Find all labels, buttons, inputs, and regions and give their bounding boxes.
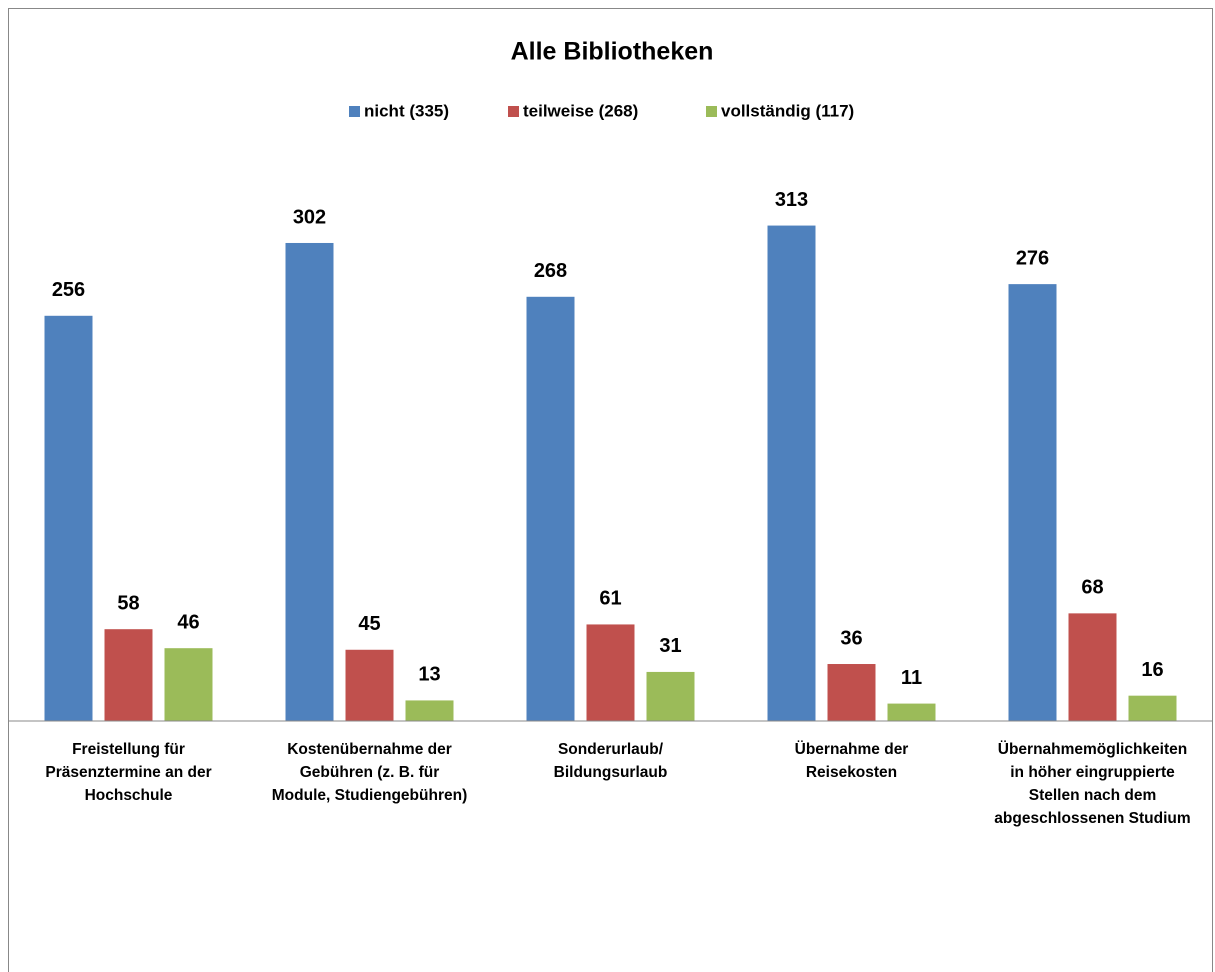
bar	[1068, 613, 1117, 721]
x-tick-label: Übernahme der Reisekosten	[795, 741, 909, 781]
bar	[1128, 695, 1177, 721]
bar	[646, 671, 695, 721]
data-label: 36	[840, 627, 862, 649]
x-tick-label: Kostenübernahme der Gebühren (z. B. für Mo…	[272, 741, 467, 804]
x-tick-label-line: Bildungsurlaub	[554, 764, 668, 781]
x-tick-label: Freistellung für Präsenztermine an der Hoc…	[45, 741, 211, 804]
x-tick-label-line: Reisekosten	[806, 764, 897, 781]
x-tick-label-line: Präsenztermine an der	[45, 764, 211, 781]
legend-swatch	[508, 106, 519, 117]
chart-title: Alle Bibliotheken	[511, 38, 714, 66]
x-tick-label-line: Stellen nach dem	[1029, 787, 1156, 804]
legend-label: vollständig (117)	[721, 101, 854, 120]
bar	[345, 649, 394, 721]
x-tick-label-line: Freistellung für	[72, 741, 185, 758]
legend-label: nicht (335)	[364, 101, 449, 120]
data-label: 13	[418, 664, 440, 686]
data-label: 268	[534, 260, 567, 282]
bar	[285, 242, 334, 721]
data-label: 302	[293, 206, 326, 228]
data-label: 256	[52, 279, 85, 301]
x-tick-label: Sonderurlaub/Bildungsurlaub	[554, 741, 668, 781]
x-tick-label-line: Übernahmemöglichkeiten	[998, 741, 1188, 758]
bar	[104, 629, 153, 721]
x-tick-label: Übernahmemöglichkeiten in höher eingruppi…	[994, 741, 1190, 827]
x-tick-label-line: Hochschule	[85, 787, 173, 804]
bar	[586, 624, 635, 721]
x-tick-label-line: Module, Studiengebühren)	[272, 787, 467, 804]
x-tick-label-line: abgeschlossenen Studium	[994, 810, 1190, 827]
bar	[887, 703, 936, 721]
bar	[827, 664, 876, 721]
bar	[767, 225, 816, 721]
data-label: 61	[599, 588, 621, 610]
data-label: 31	[659, 635, 681, 657]
legend-swatch	[706, 106, 717, 117]
data-label: 11	[901, 667, 922, 689]
legend-label: teilweise (268)	[523, 101, 638, 120]
data-label: 276	[1016, 247, 1049, 269]
bar	[526, 296, 575, 721]
data-label: 46	[177, 611, 199, 633]
data-label: 16	[1141, 659, 1163, 681]
bar	[44, 315, 93, 721]
x-tick-label-line: Sonderurlaub/	[558, 741, 664, 758]
bar	[1008, 284, 1057, 721]
bar	[164, 648, 213, 721]
x-tick-label-line: Gebühren (z. B. für	[300, 764, 440, 781]
x-tick-label-line: Kostenübernahme der	[287, 741, 452, 758]
bar	[405, 700, 454, 721]
data-label: 68	[1081, 577, 1103, 599]
legend-swatch	[349, 106, 360, 117]
data-label: 313	[775, 189, 808, 211]
x-tick-label-line: in höher eingruppierte	[1010, 764, 1175, 781]
x-tick-label-line: Übernahme der	[795, 741, 909, 758]
data-label: 58	[117, 592, 139, 614]
data-label: 45	[358, 613, 380, 635]
